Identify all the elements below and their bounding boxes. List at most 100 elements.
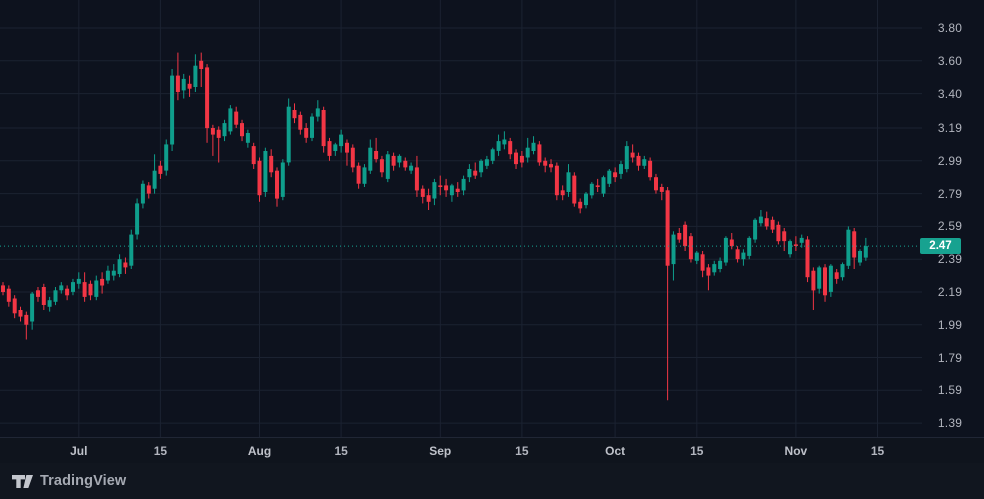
candle: [607, 169, 612, 187]
candle: [350, 144, 355, 173]
candle: [228, 105, 233, 135]
candle: [846, 226, 851, 269]
candle: [514, 149, 518, 169]
candle: [753, 218, 758, 243]
candle: [723, 236, 728, 266]
candle: [374, 137, 379, 163]
candle: [659, 183, 664, 201]
price-axis-label: 2.99: [937, 153, 963, 168]
candle: [240, 119, 244, 142]
candle: [327, 137, 332, 161]
candle: [595, 178, 600, 192]
candle: [811, 267, 816, 310]
candle: [205, 64, 210, 143]
time-axis-label: Aug: [247, 443, 272, 458]
candle: [199, 52, 204, 87]
candle: [601, 175, 606, 197]
candle: [65, 285, 70, 301]
price-axis-label: 1.99: [937, 317, 963, 332]
tradingview-logo[interactable]: TradingView: [12, 473, 126, 489]
candle: [100, 272, 105, 294]
candle: [175, 52, 180, 101]
candle: [129, 229, 134, 269]
candle: [170, 69, 175, 151]
candle: [1, 282, 5, 296]
candle: [718, 257, 723, 273]
candle: [671, 231, 676, 281]
candle: [339, 129, 344, 153]
candle: [473, 162, 478, 179]
candle: [712, 260, 717, 276]
candle: [764, 211, 769, 230]
candle: [193, 54, 198, 92]
time-axis[interactable]: Jul 15 Aug 15 Sep 15 Oct 15 Nov 15: [0, 437, 984, 463]
candle: [828, 264, 833, 297]
candle: [397, 154, 402, 168]
candle: [793, 236, 798, 251]
candle: [444, 178, 449, 197]
candle: [852, 228, 857, 269]
candle: [6, 285, 11, 307]
candle: [362, 164, 367, 187]
candle: [449, 183, 454, 202]
price-axis[interactable]: 3.80 3.60 3.40 3.19 2.99 2.79 2.59 2.39 2.19 1.99…: [922, 0, 984, 437]
candle: [88, 280, 93, 301]
candle: [117, 254, 122, 278]
tradingview-logo-text: TradingView: [40, 473, 127, 489]
tradingview-logo-icon: [12, 474, 33, 488]
candle: [105, 265, 110, 284]
candle: [234, 106, 239, 128]
candle: [385, 151, 390, 183]
candle: [438, 175, 443, 196]
time-axis-label: 15: [515, 443, 529, 458]
candle: [263, 147, 268, 197]
candle: [531, 136, 536, 155]
candle: [490, 147, 495, 165]
candle: [858, 249, 862, 266]
candle: [12, 295, 17, 319]
candle: [420, 185, 425, 204]
price-axis-label: 3.19: [937, 121, 963, 136]
candle: [426, 188, 431, 210]
candle: [502, 131, 507, 150]
candle: [414, 155, 419, 197]
candle: [613, 167, 618, 183]
candle: [36, 287, 40, 302]
candle: [770, 216, 775, 233]
candle: [251, 142, 256, 169]
price-axis-label: 2.59: [937, 219, 963, 234]
candle: [269, 149, 274, 178]
candle: [304, 123, 309, 143]
candle: [688, 233, 693, 263]
candle: [578, 198, 583, 214]
price-axis-label: 1.79: [937, 350, 963, 365]
candle: [379, 155, 384, 178]
candle: [245, 129, 250, 148]
candle: [140, 180, 145, 209]
candle: [310, 113, 314, 142]
candle: [776, 221, 781, 245]
candle: [94, 275, 99, 301]
candle: [403, 157, 408, 171]
candle: [484, 155, 489, 169]
candle: [298, 111, 303, 135]
candle: [496, 134, 501, 156]
time-axis-label: Jul: [70, 443, 88, 458]
candle: [286, 98, 291, 166]
candle: [508, 137, 513, 160]
candle: [479, 159, 484, 178]
candlestick-chart[interactable]: [0, 0, 922, 437]
candle: [519, 151, 524, 168]
candle: [280, 159, 285, 201]
last-price-badge: 2.47: [920, 238, 961, 255]
time-axis-label: Nov: [784, 443, 808, 458]
candle: [210, 124, 215, 156]
candle: [654, 173, 658, 194]
candle: [747, 236, 752, 260]
candle: [345, 139, 349, 166]
candle: [59, 282, 64, 294]
candle: [840, 262, 845, 281]
candle: [566, 164, 571, 197]
candle: [700, 251, 705, 278]
candle: [111, 264, 116, 281]
